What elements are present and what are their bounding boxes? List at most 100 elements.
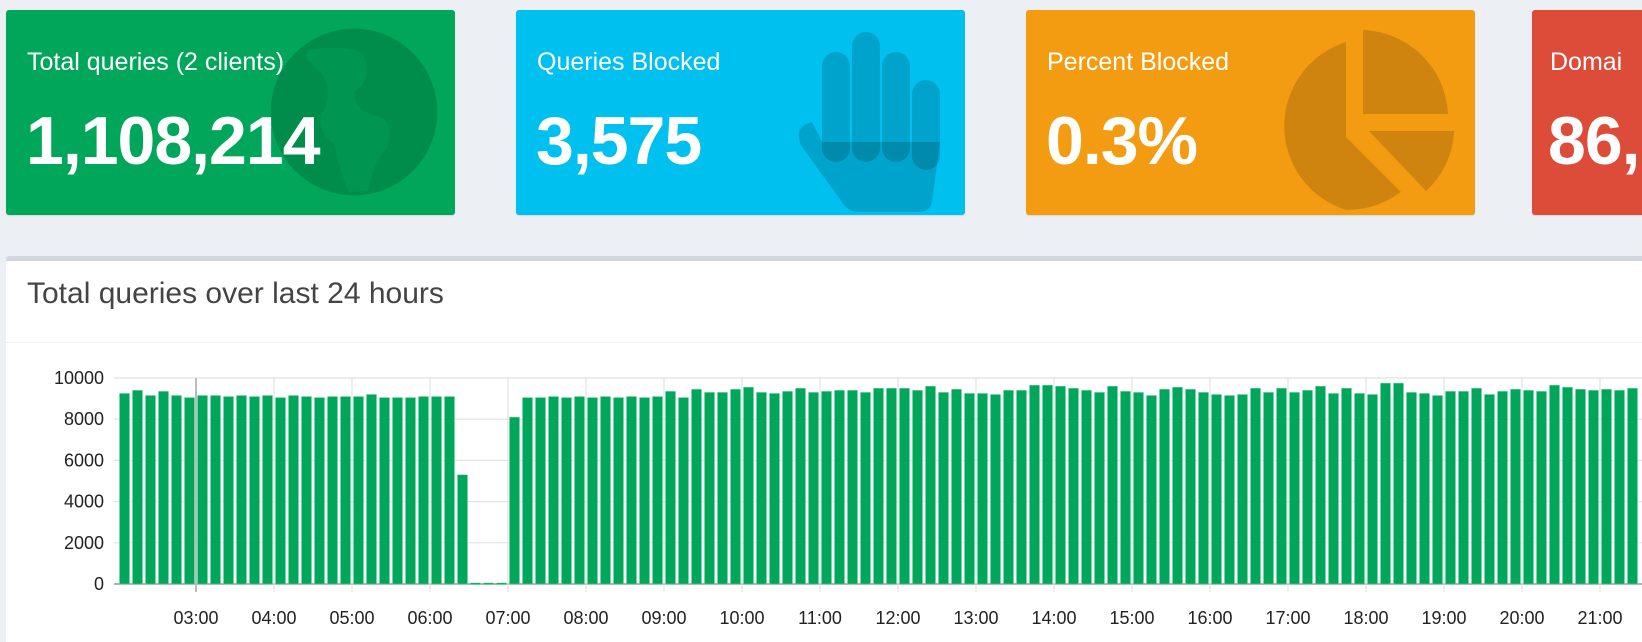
chart-bar (639, 397, 650, 585)
x-tick-label: 19:00 (1421, 608, 1466, 628)
chart-bar (886, 388, 897, 585)
x-tick-label: 18:00 (1343, 608, 1388, 628)
chart-bar (1419, 393, 1430, 585)
chart-bar (1614, 390, 1625, 585)
chart-bar (366, 394, 377, 585)
chart-bar (821, 391, 832, 585)
chart-bar (145, 395, 156, 585)
chart-bar (561, 397, 572, 585)
chart-bar (249, 396, 260, 585)
chart-bar (327, 396, 338, 585)
chart-bar (1224, 395, 1235, 585)
card-label: Percent Blocked (1047, 48, 1230, 76)
chart-bar (808, 392, 819, 585)
chart-bar (444, 396, 455, 585)
chart-bar (1068, 388, 1079, 585)
chart-bar (587, 397, 598, 585)
chart-bar (730, 389, 741, 585)
chart-bar (1198, 392, 1209, 585)
chart-bar (457, 474, 468, 585)
total-queries-card: Total queries (2 clients) 1,108,214 (6, 10, 455, 215)
chart-bar (1432, 395, 1443, 585)
chart-bar (158, 391, 169, 585)
chart-bar (678, 397, 689, 585)
chart-bar (873, 388, 884, 585)
chart-bar (912, 390, 923, 585)
chart-bar (1627, 388, 1638, 585)
chart-bar (1510, 389, 1521, 585)
chart-bar (652, 396, 663, 585)
chart-bar (1393, 382, 1404, 585)
chart-bar (1016, 390, 1027, 585)
chart-bar (1601, 389, 1612, 585)
x-tick-label: 04:00 (251, 608, 296, 628)
card-label: Queries Blocked (537, 48, 721, 76)
chart-bar (1588, 390, 1599, 585)
chart-bar (691, 389, 702, 585)
chart-bar (431, 396, 442, 585)
chart-bar (522, 397, 533, 585)
chart-bar (1302, 390, 1313, 585)
pie-chart-icon (1284, 30, 1454, 210)
x-tick-label: 17:00 (1265, 608, 1310, 628)
chart-bar (171, 395, 182, 585)
chart-bar (1029, 384, 1040, 585)
card-label: Domai (1550, 48, 1623, 76)
chart-bar (951, 389, 962, 585)
chart-bar (483, 582, 494, 585)
x-tick-label: 13:00 (953, 608, 998, 628)
domains-card: Domai 86, (1532, 10, 1642, 215)
chart-bar (1146, 395, 1157, 585)
chart-bar (496, 582, 507, 585)
x-tick-label: 15:00 (1109, 608, 1154, 628)
chart-bar (535, 397, 546, 585)
chart-bar (1406, 392, 1417, 585)
chart-bar (717, 392, 728, 585)
chart-bar (1497, 391, 1508, 585)
chart-bar (1315, 385, 1326, 585)
chart-bar (626, 396, 637, 585)
x-tick-label: 03:00 (173, 608, 218, 628)
chart-bar (1445, 391, 1456, 585)
chart-bar (1575, 389, 1586, 585)
chart-bar (197, 395, 208, 585)
chart-bar (379, 397, 390, 585)
y-tick-label: 0 (94, 574, 104, 594)
chart-bar (1536, 391, 1547, 585)
x-tick-label: 20:00 (1499, 608, 1544, 628)
chart-bar (353, 396, 364, 585)
chart-bar (1276, 388, 1287, 585)
chart-bar (236, 395, 247, 585)
chart-bar (119, 393, 130, 585)
chart-bar (1185, 389, 1196, 585)
chart-bar (1237, 394, 1248, 585)
chart-bar (418, 396, 429, 585)
chart-bar (1562, 387, 1573, 585)
chart-bar (1159, 389, 1170, 585)
x-tick-label: 08:00 (563, 608, 608, 628)
card-value: 3,575 (536, 103, 702, 179)
chart-bar (223, 396, 234, 585)
chart-bar (1549, 384, 1560, 585)
chart-bar (756, 392, 767, 585)
x-tick-label: 21:00 (1577, 608, 1622, 628)
percent-blocked-card: Percent Blocked 0.3% (1026, 10, 1475, 215)
chart-bar (860, 392, 871, 585)
chart-bar (340, 396, 351, 585)
chart-bar (275, 397, 286, 585)
chart-bar (132, 390, 143, 585)
queries-blocked-card: Queries Blocked 3,575 (516, 10, 965, 215)
chart-bar (392, 397, 403, 585)
chart-bar (470, 582, 481, 585)
card-label: Total queries (2 clients) (27, 48, 285, 76)
chart-bar (665, 391, 676, 585)
chart-bar (1367, 394, 1378, 585)
chart-bar (990, 394, 1001, 585)
chart-bar (288, 395, 299, 585)
chart-bar (1289, 392, 1300, 585)
chart-bar (1484, 394, 1495, 585)
chart-bar (405, 397, 416, 585)
chart-bar (782, 391, 793, 585)
hand-icon (798, 32, 940, 212)
chart-bar (548, 396, 559, 585)
